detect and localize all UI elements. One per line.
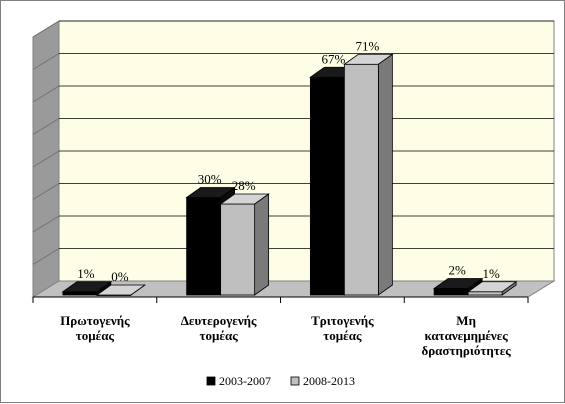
bar-top-2008-2013-2 bbox=[343, 53, 394, 65]
data-label-2003-2007-0: 1% bbox=[77, 266, 95, 281]
data-label-2008-2013-3: 1% bbox=[482, 266, 500, 281]
legend-label-2003-2007: 2003-2007 bbox=[219, 374, 271, 388]
legend-swatch-2008-2013 bbox=[290, 376, 300, 386]
data-label-2003-2007-2: 67% bbox=[321, 51, 345, 66]
bar-top-2008-2013-3 bbox=[466, 281, 518, 293]
bar-2008-2013-1 bbox=[220, 203, 256, 296]
bar-side-2008-2013-2 bbox=[377, 53, 393, 296]
category-label-0-0: Πρωτογενής bbox=[60, 313, 130, 328]
bar-2008-2013-3 bbox=[467, 291, 503, 296]
category-label-1-1: τομέας bbox=[200, 328, 239, 343]
gridline-side bbox=[32, 248, 60, 265]
gridline-side bbox=[32, 53, 60, 70]
data-label-2003-2007-3: 2% bbox=[448, 263, 466, 278]
category-label-0-1: τομέας bbox=[76, 328, 115, 343]
gridline-side bbox=[32, 118, 60, 135]
bar-top-2003-2007-3 bbox=[432, 278, 484, 289]
category-label-1-0: Δευτερογενής bbox=[181, 313, 257, 328]
bar-top-2003-2007-1 bbox=[185, 187, 236, 198]
gridline-side bbox=[32, 85, 60, 103]
data-label-2008-2013-1: 28% bbox=[232, 178, 256, 193]
category-label-3-1: κατανεμημένες bbox=[425, 328, 509, 343]
data-label-2008-2013-0: 0% bbox=[111, 269, 129, 284]
category-label-3-2: δραστηριότητες bbox=[421, 343, 511, 358]
bar-side-2008-2013-1 bbox=[254, 193, 270, 296]
data-label-2003-2007-1: 30% bbox=[198, 172, 222, 187]
bar-2003-2007-2 bbox=[309, 76, 345, 296]
gridline-side bbox=[32, 215, 60, 233]
bar-top-2008-2013-1 bbox=[219, 193, 270, 205]
bar-2003-2007-0 bbox=[62, 291, 98, 296]
legend-label-2008-2013: 2008-2013 bbox=[303, 374, 355, 388]
bar-2003-2007-1 bbox=[186, 197, 222, 296]
bar-top-2003-2007-0 bbox=[61, 281, 113, 293]
bar-2003-2007-3 bbox=[433, 288, 469, 296]
legend-swatch-2003-2007 bbox=[206, 376, 216, 386]
gridline-side bbox=[32, 183, 60, 200]
bar-top-2008-2013-0 bbox=[95, 284, 147, 296]
category-label-2-1: τομέας bbox=[323, 328, 362, 343]
category-label-2-0: Τριτογενής bbox=[311, 313, 374, 328]
category-label-3-0: Μη bbox=[456, 313, 476, 328]
data-label-2008-2013-2: 71% bbox=[355, 38, 379, 53]
gridline-side bbox=[32, 150, 60, 168]
gridline-side bbox=[32, 20, 60, 38]
bar-2008-2013-2 bbox=[343, 63, 379, 296]
